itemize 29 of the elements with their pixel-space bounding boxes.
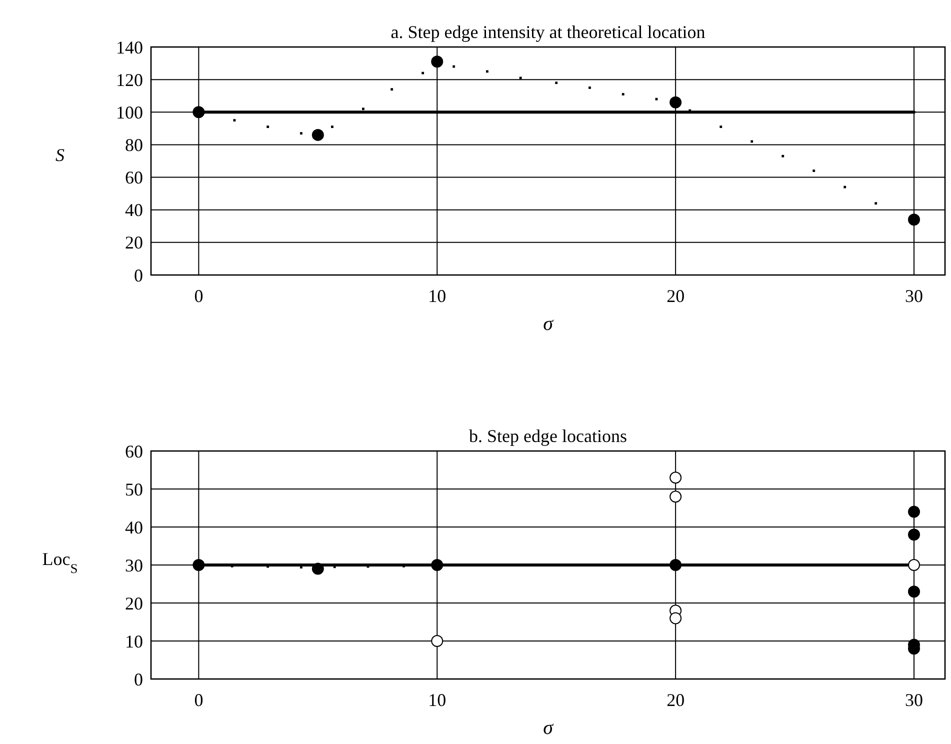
x-tick-label: 30 — [905, 286, 924, 306]
y-axis-title: Loc$_{S}$ — [42, 549, 78, 576]
y-tick-label: 140 — [116, 37, 143, 58]
y-tick-label: 20 — [125, 232, 143, 253]
y-tick-label: 50 — [125, 479, 143, 500]
x-tick-label: 10 — [428, 690, 446, 710]
x-tick-label: 10 — [428, 286, 446, 306]
y-tick-label: 10 — [125, 631, 143, 652]
y-tick-label: 20 — [125, 593, 143, 614]
y-tick-label: 100 — [116, 102, 143, 122]
chart-title: a. Step edge intensity at theoretical location — [390, 22, 706, 42]
y-tick-label: 60 — [125, 441, 143, 462]
y-axis-title: S — [56, 145, 64, 165]
y-tick-label: 40 — [125, 517, 143, 538]
x-axis-title: σ — [543, 717, 554, 739]
y-tick-label: 40 — [125, 200, 143, 220]
x-tick-label: 20 — [666, 286, 685, 306]
x-tick-label: 0 — [194, 286, 204, 306]
x-axis-title: σ — [543, 313, 554, 335]
y-tick-label: 0 — [134, 669, 143, 690]
x-tick-label: 30 — [905, 690, 924, 710]
y-tick-label: 60 — [125, 168, 143, 188]
y-tick-label: 0 — [134, 265, 143, 286]
x-tick-label: 20 — [666, 690, 685, 710]
y-tick-label: 120 — [116, 70, 143, 90]
x-tick-label: 0 — [194, 690, 204, 710]
y-tick-label: 30 — [125, 555, 143, 576]
y-tick-label: 80 — [125, 135, 143, 156]
chart-title: b. Step edge locations — [469, 426, 627, 446]
